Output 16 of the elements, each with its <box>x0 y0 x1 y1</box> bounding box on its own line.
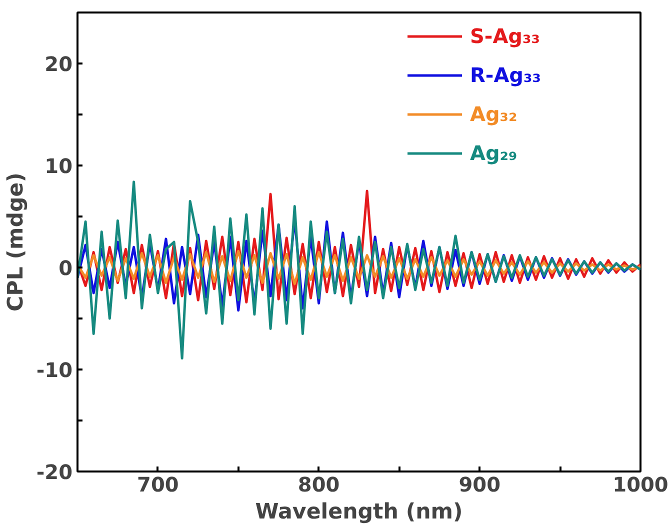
y-tick-label: -20 <box>36 460 73 484</box>
y-tick-label: 10 <box>44 154 73 178</box>
y-tick-label: -10 <box>36 358 73 382</box>
y-axis-title: CPL (mdge) <box>3 172 28 312</box>
y-tick-label: 20 <box>44 52 73 76</box>
legend-label: Ag₂₉ <box>470 140 518 167</box>
x-tick-label: 700 <box>137 472 179 496</box>
x-axis-title: Wavelength (nm) <box>255 500 463 524</box>
line-series <box>78 180 640 360</box>
x-tick-label: 800 <box>298 472 340 496</box>
legend-label: R-Ag₃₃ <box>470 62 542 89</box>
x-tick-label: 900 <box>458 472 501 496</box>
y-tick-label: 0 <box>58 256 73 280</box>
x-tick-label: 1000 <box>612 472 668 496</box>
legend-label: S-Ag₃₃ <box>470 23 540 50</box>
legend-label: Ag₃₂ <box>470 101 518 128</box>
